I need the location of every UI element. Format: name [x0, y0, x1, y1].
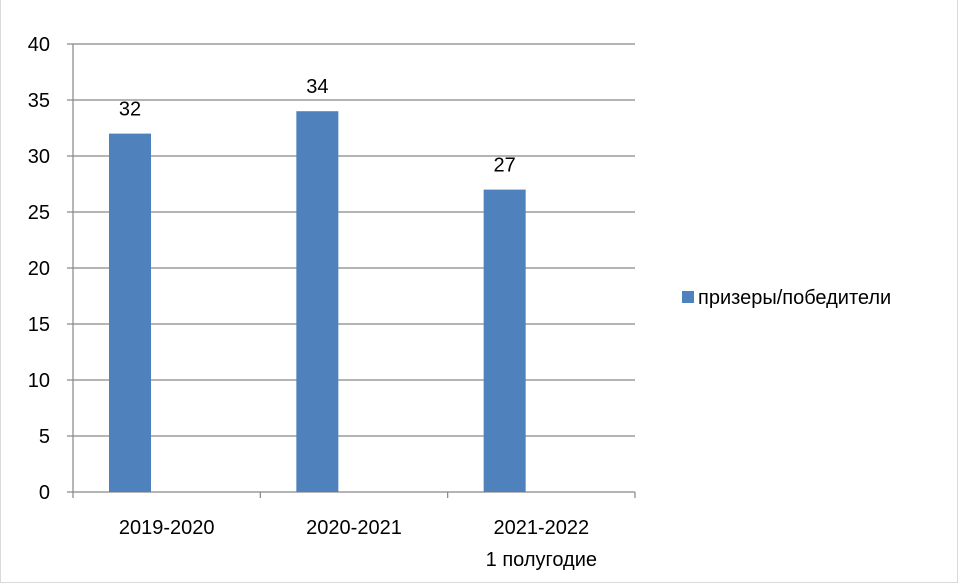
x-tick-label-line: 1 полугодие: [486, 549, 597, 571]
x-tick-label-line: 2020-2021: [306, 517, 402, 539]
y-tick-label: 30: [28, 146, 50, 168]
y-tick-label: 40: [28, 34, 50, 56]
legend-label: призеры/победители: [698, 287, 891, 309]
data-label: 27: [494, 155, 516, 177]
y-tick-label: 0: [39, 482, 50, 504]
y-tick-label: 5: [39, 426, 50, 448]
legend: призеры/победители: [682, 287, 891, 309]
data-label: 34: [306, 76, 328, 98]
y-tick-label: 35: [28, 90, 50, 112]
data-label: 32: [119, 99, 141, 121]
y-tick-label: 10: [28, 370, 50, 392]
y-tick-label: 25: [28, 202, 50, 224]
axes: [67, 43, 636, 498]
gridlines: [73, 43, 635, 437]
x-tick-label: 2019-2020: [119, 517, 215, 539]
bar: [483, 189, 526, 492]
y-tick-label: 15: [28, 314, 50, 336]
y-tick-label: 20: [28, 258, 50, 280]
x-tick-label-line: 2021-2022: [494, 517, 590, 539]
x-axis-ticks: 2019-2020 2020-2021 2021-2022 1 полугодие: [119, 517, 597, 571]
bar: [296, 111, 339, 492]
bars: 32 34 27: [109, 76, 526, 492]
x-tick-label-line: 2019-2020: [119, 517, 215, 539]
legend-swatch: [682, 291, 694, 303]
x-tick-label: 2021-2022 1 полугодие: [486, 517, 597, 571]
x-tick-label: 2020-2021: [306, 517, 402, 539]
y-axis-ticks: 0 5 10 15 20 25 30 35 40: [28, 34, 50, 504]
bar: [109, 133, 151, 492]
